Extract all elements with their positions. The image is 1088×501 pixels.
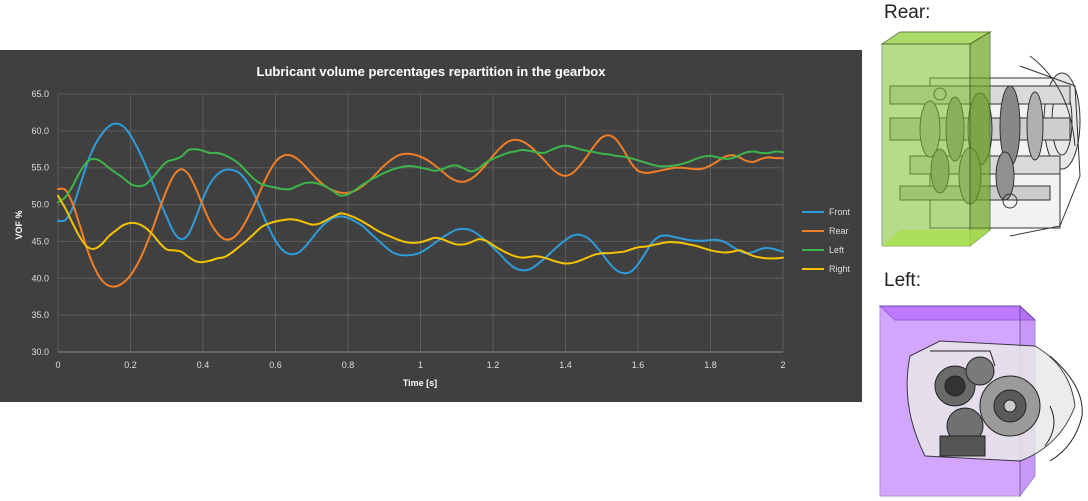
y-tick-label: 55.0 [31,163,49,173]
legend-label-left: Left [829,245,845,255]
legend: Front Rear Left Right [802,207,851,274]
y-tick-label: 30.0 [31,347,49,357]
x-tick-label: 0.2 [124,360,137,370]
y-axis-label: VOF % [14,210,24,239]
legend-label-front: Front [829,207,851,217]
chart-panel: Lubricant volume percentages repartition… [0,50,862,402]
x-tick-label: 1 [418,360,423,370]
left-gearbox-lineart [906,340,1083,462]
x-tick-label: 0 [55,360,60,370]
chart-title: Lubricant volume percentages repartition… [257,64,607,79]
grid-layer [57,93,784,353]
series-line-front [57,122,784,275]
rear-view-label: Rear: [884,2,931,23]
y-tick-label: 35.0 [31,310,49,320]
series-line-left [57,144,784,204]
x-axis-label: Time [s] [403,378,437,388]
y-tick-label: 65.0 [31,89,49,99]
x-tick-label: 1.2 [487,360,500,370]
line-chart: Lubricant volume percentages repartition… [14,64,851,388]
legend-label-right: Right [829,264,851,274]
series-line-rear [57,134,784,288]
x-tick-label: 1.8 [704,360,717,370]
y-tick-label: 40.0 [31,273,49,283]
left-gearbox-render [878,304,1083,498]
x-tick-label: 1.4 [559,360,572,370]
x-tick-label: 2 [780,360,785,370]
x-tick-label: 1.6 [632,360,645,370]
y-tick-label: 50.0 [31,200,49,210]
series-lines [57,122,784,288]
legend-label-rear: Rear [829,226,849,236]
x-tick-label: 0.6 [269,360,282,370]
series-line-right [57,194,784,265]
rear-gearbox-render [880,31,1081,248]
x-tick-label: 0.4 [197,360,210,370]
y-tick-label: 60.0 [31,126,49,136]
y-tick-label: 45.0 [31,236,49,246]
left-view-label: Left: [884,270,921,291]
rear-green-box [880,31,992,248]
x-tick-label: 0.8 [342,360,355,370]
tick-labels: 30.0 35.0 40.0 45.0 50.0 55.0 60.0 65.0 0 0.2 0.4 0… [31,89,785,370]
